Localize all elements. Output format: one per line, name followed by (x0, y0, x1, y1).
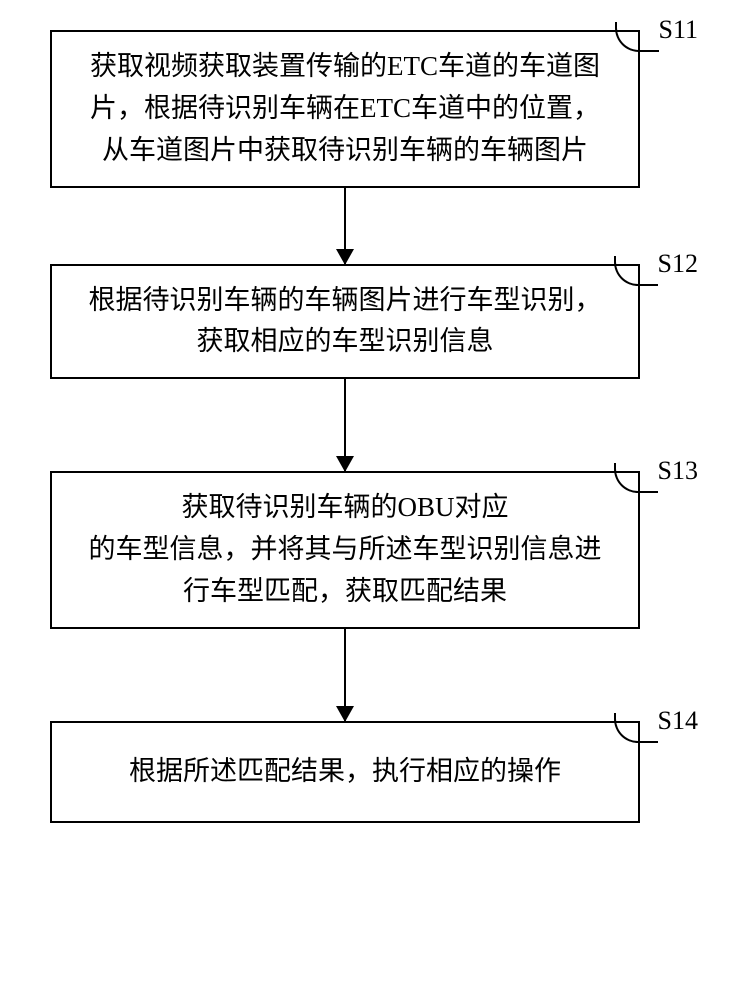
node-text: 获取视频获取装置传输的ETC车道的车道图 (72, 46, 618, 88)
flow-node-s11: S11 获取视频获取装置传输的ETC车道的车道图 片，根据待识别车辆在ETC车道… (50, 30, 640, 188)
node-text: 获取待识别车辆的OBU对应 (72, 487, 618, 529)
step-label-s13: S13 (658, 451, 698, 491)
node-text: 的车型信息，并将其与所述车型识别信息进 (72, 529, 618, 571)
flow-arrow (344, 379, 346, 471)
node-text: 行车型匹配，获取匹配结果 (72, 571, 618, 613)
node-text: 片，根据待识别车辆在ETC车道中的位置， (72, 88, 618, 130)
flow-arrow (344, 188, 346, 264)
step-label-s12: S12 (658, 244, 698, 284)
step-label-s14: S14 (658, 701, 698, 741)
flow-node-s14: S14 根据所述匹配结果，执行相应的操作 (50, 721, 640, 823)
flow-node-s13: S13 获取待识别车辆的OBU对应 的车型信息，并将其与所述车型识别信息进 行车… (50, 471, 640, 629)
node-text: 根据待识别车辆的车辆图片进行车型识别， (72, 280, 618, 322)
node-text: 从车道图片中获取待识别车辆的车辆图片 (72, 130, 618, 172)
step-label-s11: S11 (659, 10, 699, 50)
node-text: 获取相应的车型识别信息 (72, 321, 618, 363)
flowchart-container: S11 获取视频获取装置传输的ETC车道的车道图 片，根据待识别车辆在ETC车道… (40, 30, 650, 823)
flow-arrow (344, 629, 346, 721)
node-text: 根据所述匹配结果，执行相应的操作 (72, 751, 618, 793)
flow-node-s12: S12 根据待识别车辆的车辆图片进行车型识别， 获取相应的车型识别信息 (50, 264, 640, 380)
